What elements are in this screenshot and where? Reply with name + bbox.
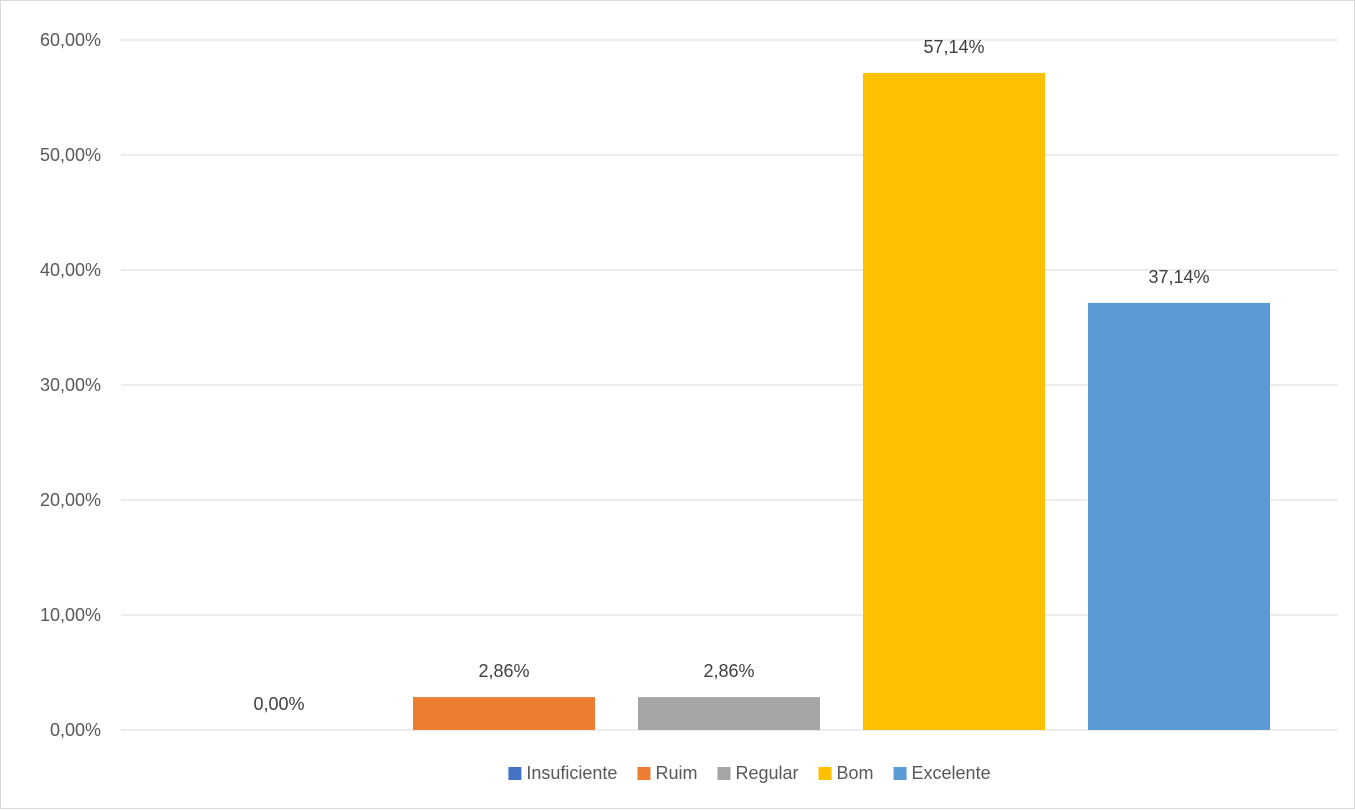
data-label-regular: 2,86% xyxy=(703,661,754,681)
gridlines xyxy=(121,39,1338,731)
legend-swatch-ruim xyxy=(637,767,651,780)
y-tick-label: 10,00% xyxy=(40,605,101,625)
y-tick-label: 40,00% xyxy=(40,260,101,280)
legend-label-ruim: Ruim xyxy=(655,763,697,783)
bar-ruim xyxy=(413,697,595,730)
legend-swatch-regular xyxy=(717,767,731,780)
data-label-insuficiente: 0,00% xyxy=(253,694,304,714)
data-label-bom: 57,14% xyxy=(923,37,984,57)
y-tick-label: 20,00% xyxy=(40,490,101,510)
bar-excelente xyxy=(1088,302,1270,730)
data-labels: 0,00% 2,86% 2,86% 57,14% 37,14% xyxy=(253,37,1209,714)
bars xyxy=(413,72,1270,730)
y-tick-label: 0,00% xyxy=(50,720,101,740)
legend-label-insuficiente: Insuficiente xyxy=(526,763,617,783)
data-label-ruim: 2,86% xyxy=(478,661,529,681)
legend-label-excelente: Excelente xyxy=(912,763,991,783)
bar-regular xyxy=(638,697,820,730)
legend-label-bom: Bom xyxy=(837,763,874,783)
y-tick-label: 30,00% xyxy=(40,375,101,395)
legend-label-regular: Regular xyxy=(735,763,798,783)
legend-swatch-insuficiente xyxy=(508,767,522,780)
bar-bom xyxy=(863,72,1045,730)
data-label-excelente: 37,14% xyxy=(1148,267,1209,287)
y-axis-tick-labels: 0,00% 10,00% 20,00% 30,00% 40,00% 50,00% 60,00… xyxy=(40,30,101,740)
legend: Insuficiente Ruim Regular Bom Excelente xyxy=(508,763,991,783)
y-tick-label: 60,00% xyxy=(40,30,101,50)
legend-swatch-bom xyxy=(818,767,832,780)
legend-swatch-excelente xyxy=(893,767,907,780)
y-tick-label: 50,00% xyxy=(40,145,101,165)
